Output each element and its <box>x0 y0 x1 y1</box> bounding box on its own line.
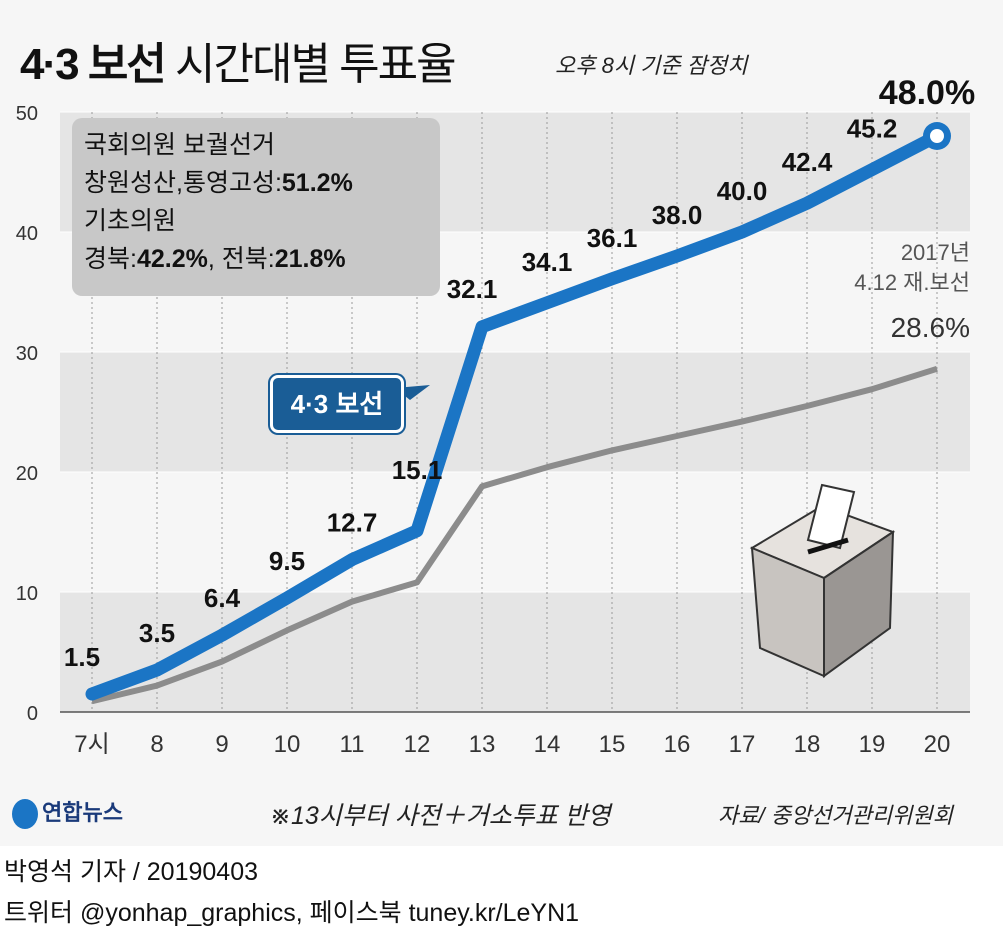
x-tick-label: 19 <box>859 731 886 758</box>
data-label: 45.2 <box>847 114 898 144</box>
subtitle: 오후 8시 기준 잠정치 <box>555 53 748 78</box>
data-label: 36.1 <box>587 223 638 253</box>
end-marker-inner <box>930 129 944 143</box>
prev-series-label: 2017년 4.12 재.보선 <box>790 238 970 298</box>
data-label: 32.1 <box>447 274 498 304</box>
chart-title: 4·3 보선 시간대별 투표율 <box>20 28 457 92</box>
logo-icon <box>12 799 38 830</box>
info-line: 기초의원 <box>84 207 177 235</box>
prev-label-name: 4.12 재.보선 <box>854 270 970 295</box>
prev-label-year: 2017년 <box>900 240 970 265</box>
logo: 연합뉴스 <box>12 795 123 830</box>
x-tick-label: 11 <box>340 731 365 758</box>
x-tick-label: 9 <box>215 731 228 758</box>
data-label: 42.4 <box>782 147 833 177</box>
logo-text: 연합뉴스 <box>42 800 123 825</box>
x-tick-label: 14 <box>534 731 561 758</box>
info-text: , 전북: <box>207 245 275 273</box>
x-tick-label: 15 <box>599 731 626 758</box>
series-callout: 4·3 보선 <box>270 375 404 433</box>
data-label: 1.5 <box>64 642 100 672</box>
info-value: 21.8% <box>274 245 346 273</box>
data-label: 15.1 <box>392 455 443 485</box>
x-tick-label: 16 <box>664 731 691 758</box>
info-text: 경북: <box>84 245 137 273</box>
social-links: 트위터 @yonhap_graphics, 페이스북 tuney.kr/LeYN… <box>4 899 580 927</box>
ballot-paper-icon <box>806 483 856 550</box>
source: 자료/ 중앙선거관리위원회 <box>718 803 953 828</box>
series-line-2019 <box>85 129 944 701</box>
data-label: 34.1 <box>522 247 573 277</box>
info-line: 경북:42.2%, 전북:21.8% <box>84 240 428 278</box>
x-tick-label: 18 <box>794 731 821 758</box>
x-tick-label: 20 <box>924 731 951 758</box>
data-label: 12.7 <box>327 508 378 538</box>
final-value-label: 48.0% <box>879 74 975 112</box>
data-label: 6.4 <box>204 583 241 613</box>
x-tick-label: 7시 <box>74 731 109 758</box>
ballot-box-side <box>823 530 895 678</box>
info-box: 국회의원 보궐선거 창원성산,통영고성:51.2% 기초의원 경북:42.2%,… <box>72 118 440 296</box>
data-label: 3.5 <box>139 618 175 648</box>
title-rest: 시간대별 투표율 <box>175 40 457 89</box>
prev-final-value: 28.6% <box>890 312 970 343</box>
info-value: 42.2% <box>136 245 208 273</box>
y-tick-label: 50 <box>16 103 38 125</box>
grid-band <box>60 352 970 472</box>
info-text: 창원성산,통영고성: <box>84 169 282 197</box>
info-line: 국회의원 보궐선거 <box>84 131 275 159</box>
title-bold: 4·3 보선 <box>20 40 167 89</box>
info-line: 창원성산,통영고성:51.2% <box>84 164 428 202</box>
x-tick-label: 10 <box>274 731 301 758</box>
x-tick-label: 13 <box>469 731 496 758</box>
y-tick-label: 20 <box>16 463 38 485</box>
info-value: 51.2% <box>281 169 353 197</box>
x-tick-label: 17 <box>729 731 756 758</box>
y-tick-label: 40 <box>16 223 38 245</box>
data-label: 40.0 <box>717 176 768 206</box>
x-tick-label: 12 <box>404 731 431 758</box>
y-tick-label: 10 <box>16 583 38 605</box>
series-line-2017 <box>91 365 938 705</box>
data-label: 38.0 <box>652 200 703 230</box>
footnote: ※13시부터 사전＋거소투표 반영 <box>270 802 611 830</box>
x-tick-label: 8 <box>150 731 163 758</box>
ballot-slot <box>807 537 849 555</box>
data-label: 9.5 <box>269 546 305 576</box>
y-tick-label: 0 <box>27 703 38 725</box>
byline: 박영석 기자 / 20190403 <box>4 858 259 886</box>
y-tick-label: 30 <box>16 343 38 365</box>
